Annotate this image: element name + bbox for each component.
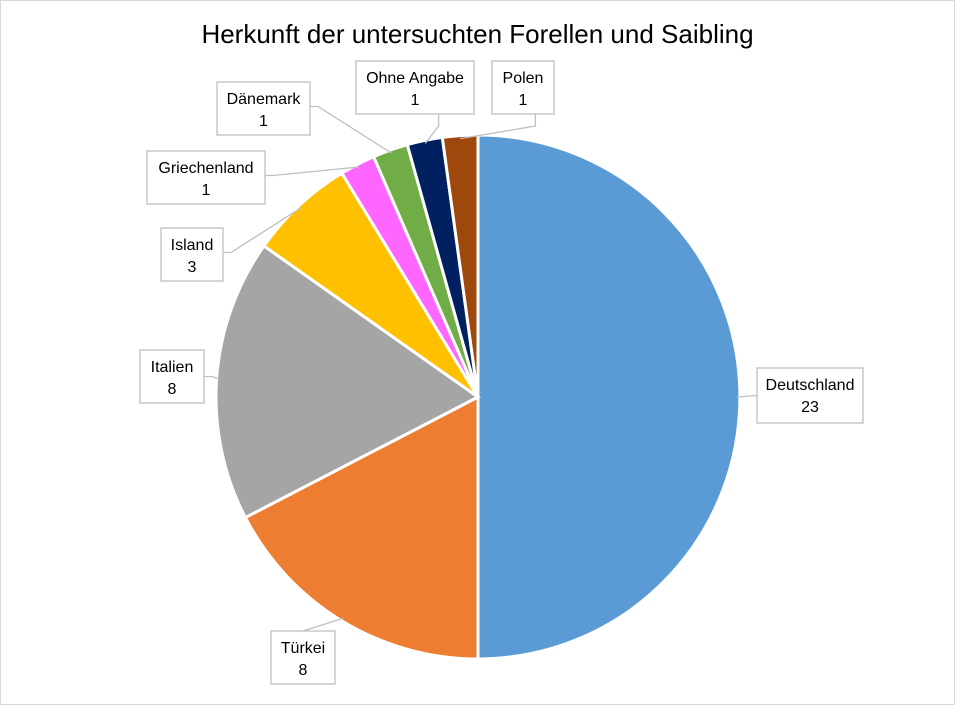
leader-line-griechenland (265, 166, 359, 177)
data-label-name: Dänemark (227, 91, 302, 108)
data-label-box (139, 349, 205, 404)
data-label-box (491, 60, 555, 115)
data-label-value: 1 (259, 113, 268, 130)
data-label-name: Griechenland (158, 160, 253, 177)
data-label-name: Deutschland (766, 377, 855, 394)
data-label-value: 1 (411, 92, 420, 109)
leader-line-polen (460, 114, 537, 140)
data-label-box (216, 81, 311, 136)
leader-line-island (223, 207, 302, 254)
leader-line-italien (204, 375, 220, 380)
pie-slice-italien (214, 243, 481, 520)
data-label-value: 1 (202, 182, 211, 199)
leader-line-deutschland (736, 394, 758, 398)
data-label-value: 1 (519, 92, 528, 109)
data-label-box (160, 227, 224, 282)
data-label-box (756, 367, 864, 424)
pie-slice-türkei (243, 394, 480, 661)
data-label-value: 8 (168, 381, 177, 398)
data-label-name: Ohne Angabe (366, 70, 464, 87)
data-label-box (146, 150, 266, 205)
data-label-value: 23 (801, 399, 819, 416)
data-label-name: Türkei (281, 640, 325, 657)
data-label-box (270, 630, 336, 685)
data-label-name: Island (171, 237, 214, 254)
pie-slice-deutschland (476, 133, 742, 661)
chart-title: Herkunft der untersuchten Forellen und S… (201, 19, 754, 49)
data-label-value: 3 (188, 259, 197, 276)
data-label-value: 8 (299, 662, 308, 679)
leader-line-türkei (302, 617, 344, 632)
leader-line-ohne-angabe (424, 114, 440, 144)
leader-line-dänemark (310, 105, 392, 154)
data-label-name: Polen (503, 70, 544, 87)
data-label-box (355, 60, 475, 115)
data-label-name: Italien (151, 359, 194, 376)
